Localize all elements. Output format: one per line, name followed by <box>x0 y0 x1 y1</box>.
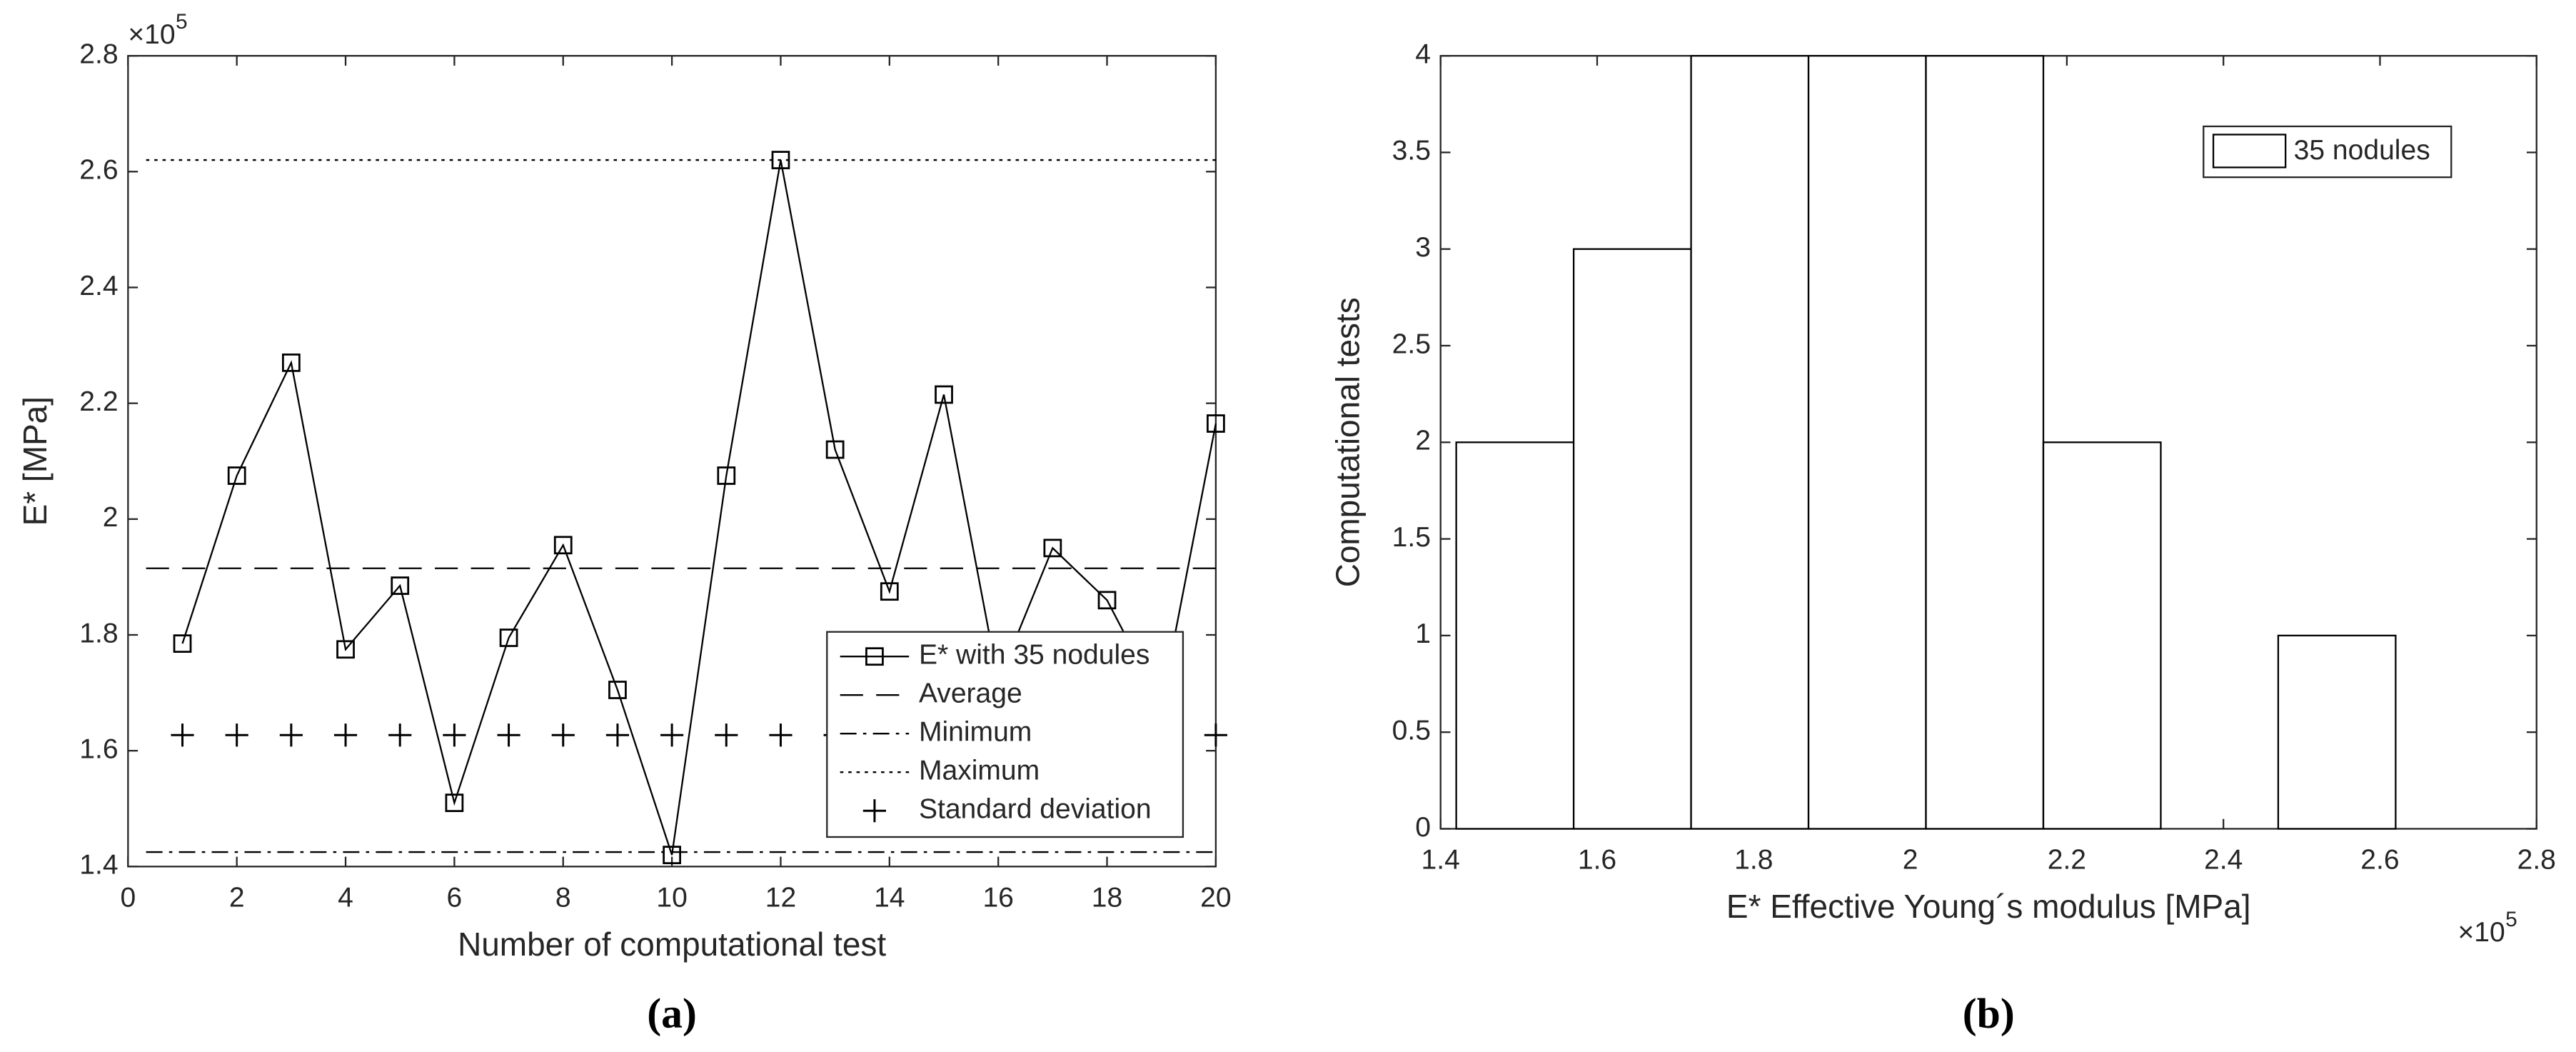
marker-square <box>935 385 953 404</box>
marker-square <box>1207 414 1225 433</box>
marker-square <box>391 576 410 595</box>
y-tick-label: 0.5 <box>1392 715 1431 746</box>
y-tick-label: 2.6 <box>79 155 118 186</box>
marker-plus <box>279 723 303 747</box>
y-tick-label: 4 <box>1415 39 1431 69</box>
data-line <box>181 159 1217 856</box>
y-tick-label: 1.5 <box>1392 522 1431 553</box>
x-tick-label: 18 <box>1092 883 1122 913</box>
marker-square <box>880 582 899 601</box>
histogram-bar <box>1572 248 1692 830</box>
x-tick-label: 2 <box>1903 845 1918 876</box>
x-tick-label: 12 <box>765 883 796 913</box>
legend-label: Minimum <box>919 717 1032 748</box>
marker-square <box>865 647 884 666</box>
x-tick-label: 0 <box>120 883 136 913</box>
y-tick-label: 2.5 <box>1392 329 1431 359</box>
marker-square <box>445 793 464 813</box>
marker-plus <box>551 723 575 747</box>
x-tick-label: 1.4 <box>1422 845 1460 876</box>
y-tick-label: 3 <box>1415 232 1431 263</box>
marker-square <box>717 466 736 485</box>
x-tick-label: 2.2 <box>2048 845 2086 876</box>
marker-plus <box>497 723 520 747</box>
x-tick-label: 10 <box>656 883 687 913</box>
x-axis-label: Number of computational test <box>458 926 886 963</box>
legend-label: Maximum <box>919 756 1040 786</box>
marker-plus <box>862 799 886 823</box>
marker-plus <box>333 723 358 747</box>
y-multiplier-exponent: 5 <box>176 10 188 34</box>
marker-plus <box>443 723 466 747</box>
caption: (b) <box>1963 989 2015 1036</box>
marker-plus <box>225 723 248 747</box>
histogram-bar <box>1690 54 1810 830</box>
x-tick-label: 4 <box>338 883 353 913</box>
marker-square <box>499 628 518 647</box>
histogram-bar <box>2042 441 2162 830</box>
y-tick-label: 1.8 <box>79 618 118 648</box>
x-tick-label: 8 <box>555 883 571 913</box>
histogram-bar <box>2277 634 2397 830</box>
x-tick-label: 6 <box>447 883 463 913</box>
legend-label: Standard deviation <box>919 794 1152 825</box>
marker-plus <box>605 723 630 747</box>
marker-square <box>281 354 301 372</box>
x-tick-label: 1.6 <box>1578 845 1616 876</box>
histogram-bar <box>1807 54 1927 830</box>
marker-square <box>608 681 627 699</box>
y-axis-label: E* [MPa] <box>16 396 54 526</box>
marker-square <box>663 846 681 864</box>
y-tick-label: 2 <box>103 502 119 533</box>
marker-square <box>825 440 845 459</box>
marker-plus <box>769 723 793 747</box>
legend-label: 35 nodules <box>2294 135 2430 166</box>
x-axis-label: E* Effective Young´s modulus [MPa] <box>1726 888 2251 925</box>
x-tick-label: 2.6 <box>2360 845 2399 876</box>
x-tick-label: 2.4 <box>2204 845 2243 876</box>
y-tick-label: 0 <box>1415 812 1431 843</box>
y-tick-label: 1.4 <box>79 850 118 881</box>
x-tick-label: 1.8 <box>1734 845 1773 876</box>
marker-square <box>1043 538 1062 558</box>
x-tick-label: 2.8 <box>2517 845 2556 876</box>
marker-plus <box>171 723 194 747</box>
marker-plus <box>388 723 412 747</box>
y-multiplier: ×10 <box>128 19 175 50</box>
histogram-bar <box>1925 54 2045 830</box>
marker-square <box>336 640 355 659</box>
y-axis-label: Computational tests <box>1329 297 1366 587</box>
legend-swatch <box>2212 134 2287 169</box>
marker-square <box>1097 591 1117 610</box>
legend-label: E* with 35 nodules <box>919 640 1149 671</box>
marker-plus <box>715 723 738 747</box>
histogram-bar <box>1455 441 1575 830</box>
marker-square <box>227 466 246 485</box>
x-multiplier-exponent: 5 <box>2505 908 2517 931</box>
x-tick-label: 16 <box>982 883 1013 913</box>
x-tick-label: 2 <box>229 883 245 913</box>
x-tick-label: 14 <box>874 883 905 913</box>
y-tick-label: 1 <box>1415 618 1431 649</box>
y-tick-label: 2.8 <box>79 39 118 69</box>
y-tick-label: 2.2 <box>79 386 118 417</box>
marker-square <box>553 536 573 555</box>
y-tick-label: 1.6 <box>79 733 118 764</box>
marker-plus <box>1204 723 1227 747</box>
caption: (a) <box>647 989 697 1036</box>
y-tick-label: 3.5 <box>1392 136 1431 166</box>
y-tick-label: 2.4 <box>79 271 118 301</box>
legend-label: Average <box>919 678 1022 709</box>
y-tick-label: 2 <box>1415 426 1431 456</box>
x-tick-label: 20 <box>1200 883 1231 913</box>
marker-square <box>173 634 192 653</box>
x-multiplier: ×10 <box>2457 917 2505 948</box>
marker-plus <box>660 723 684 747</box>
